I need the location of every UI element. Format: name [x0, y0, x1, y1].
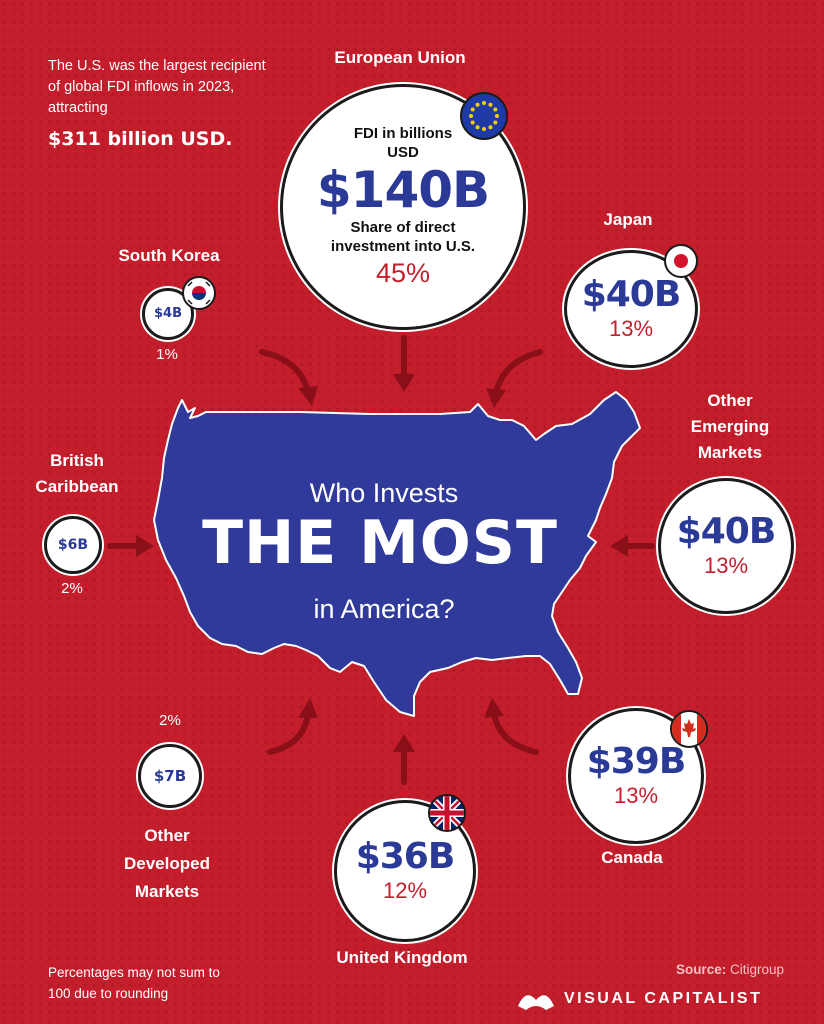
source-line: Source: Citigroup — [620, 962, 784, 977]
usa-map — [153, 391, 641, 717]
japan-name: Japan — [603, 210, 653, 229]
emerging-share: 13% — [703, 553, 749, 578]
source-value: Citigroup — [729, 962, 784, 977]
uk-name: United Kingdom — [336, 948, 468, 967]
caribbean-name: British Caribbean — [35, 451, 119, 496]
eu-label-top: FDI in billions USD — [353, 125, 453, 161]
canada-flag-icon — [670, 710, 708, 748]
emerging-value: $40B — [676, 511, 777, 552]
title-line1: Who Invests — [309, 478, 459, 508]
japan-value: $40B — [581, 274, 682, 315]
uk-value: $36B — [355, 836, 456, 877]
eu-share: 45% — [375, 258, 431, 288]
arrow-japan-head — [486, 388, 506, 408]
arrow-eu-head — [393, 374, 415, 392]
south-korea-share: 1% — [156, 346, 178, 363]
canada-name: Canada — [601, 848, 663, 867]
caribbean-bubble: $6B — [44, 516, 102, 574]
other-developed-bubble: $7B — [138, 744, 202, 808]
arrow-caribbean-head — [136, 535, 154, 557]
arrow-south-korea-head — [298, 386, 318, 406]
japan-flag-icon — [664, 244, 698, 278]
uk-flag-icon — [428, 794, 466, 832]
other-developed-value: $7B — [153, 767, 187, 785]
arrow-emerging-head — [610, 535, 628, 557]
footnote: Percentages may not sum to 100 due to ro… — [48, 965, 220, 1001]
arrow-other-developed-head — [298, 698, 318, 718]
emerging-bubble: $40B 13% — [658, 478, 794, 614]
eu-name: European Union — [334, 48, 466, 67]
canada-share: 13% — [613, 783, 659, 808]
eu-flag-icon — [460, 92, 508, 140]
brand-logo-icon — [516, 986, 556, 1012]
japan-share: 13% — [608, 316, 654, 341]
other-developed-name: Other Developed Markets — [124, 826, 210, 901]
south-korea-flag-icon — [182, 276, 216, 310]
arrow-canada-head — [484, 698, 504, 718]
arrow-canada — [491, 711, 539, 755]
title-line2: THE MOST — [202, 508, 558, 578]
other-developed-share: 2% — [159, 712, 181, 729]
canada-value: $39B — [586, 741, 687, 782]
emerging-name: Other Emerging Markets — [690, 391, 770, 462]
south-korea-bubble: $4B — [142, 288, 194, 340]
south-korea-name: South Korea — [118, 246, 220, 265]
brand-name: VISUAL CAPITALIST — [564, 990, 763, 1007]
uk-share: 12% — [382, 878, 428, 903]
eu-label-bottom: Share of direct investment into U.S. — [330, 219, 476, 255]
caribbean-share: 2% — [61, 580, 83, 597]
eu-value: $140B — [316, 161, 490, 219]
source-label: Source: — [675, 962, 727, 977]
caribbean-value: $6B — [57, 537, 89, 553]
intro-highlight: $311 billion USD. — [48, 128, 233, 150]
intro-text: The U.S. was the largest recipient of gl… — [48, 58, 266, 116]
arrow-japan — [493, 349, 543, 397]
title-line3: in America? — [313, 594, 455, 624]
arrow-uk-head — [393, 734, 415, 752]
arrow-other-developed — [267, 711, 311, 755]
south-korea-value: $4B — [154, 306, 182, 321]
arrow-south-korea — [259, 349, 311, 395]
